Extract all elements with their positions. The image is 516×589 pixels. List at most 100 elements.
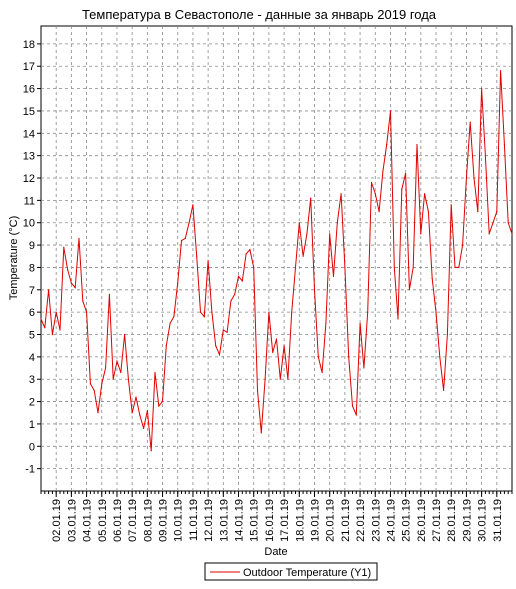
x-tick-label: 28.01.19 <box>446 499 458 542</box>
x-tick-label: 14.01.19 <box>234 499 246 542</box>
data-point <box>374 193 376 195</box>
data-point <box>108 293 110 295</box>
data-point <box>101 383 103 385</box>
x-axis-label: Date <box>264 546 287 558</box>
x-tick-label: 10.01.19 <box>173 499 185 542</box>
x-tick-label: 22.01.19 <box>355 499 367 542</box>
x-tick-label: 03.01.19 <box>66 499 78 542</box>
data-point <box>154 371 156 374</box>
data-point <box>416 143 418 146</box>
data-point <box>496 211 498 213</box>
x-tick-label: 08.01.19 <box>142 499 154 542</box>
data-point <box>150 450 152 452</box>
data-point <box>306 233 308 235</box>
data-point <box>169 322 171 324</box>
data-point <box>173 316 175 318</box>
y-tick-label: 11 <box>24 195 35 207</box>
x-tick-label: 04.01.19 <box>82 499 94 542</box>
data-point <box>363 367 365 369</box>
data-point <box>253 266 255 268</box>
data-point <box>469 121 471 123</box>
data-point <box>465 177 467 179</box>
x-tick-label: 13.01.19 <box>218 499 230 542</box>
data-point <box>389 110 392 112</box>
data-point <box>344 266 346 268</box>
data-point <box>477 211 479 213</box>
data-point <box>203 316 205 318</box>
data-point <box>367 311 369 313</box>
data-point <box>245 253 247 255</box>
y-tick-label: -1 <box>25 464 35 476</box>
x-tick-label: 18.01.19 <box>294 499 306 542</box>
data-point <box>158 405 160 407</box>
data-point <box>458 266 460 268</box>
data-point <box>112 378 114 380</box>
data-point <box>302 255 304 257</box>
x-tick-label: 12.01.19 <box>203 499 215 542</box>
x-tick-label: 23.01.19 <box>370 499 382 542</box>
plot-frame <box>40 25 513 492</box>
data-point <box>124 333 126 336</box>
data-point <box>325 322 327 324</box>
data-point <box>435 311 437 313</box>
data-point <box>264 378 266 380</box>
y-tick-label: 1 <box>29 419 35 431</box>
data-point <box>310 197 312 199</box>
data-point <box>116 360 118 362</box>
data-point <box>146 409 148 412</box>
data-point <box>241 280 243 282</box>
data-point <box>70 282 72 284</box>
x-tick-label: 25.01.19 <box>401 499 413 542</box>
x-tick-label: 20.01.19 <box>325 499 337 542</box>
data-point <box>340 193 342 195</box>
data-point <box>226 331 228 333</box>
data-point <box>74 287 76 289</box>
data-point <box>484 155 486 157</box>
data-point <box>55 311 57 313</box>
data-point <box>317 356 319 358</box>
data-point <box>268 311 270 313</box>
data-point <box>424 193 426 195</box>
y-tick-label: 9 <box>29 240 35 252</box>
x-tick-label: 09.01.19 <box>158 499 170 542</box>
data-point <box>279 378 281 380</box>
y-tick-label: 18 <box>23 39 35 51</box>
data-point <box>237 275 240 277</box>
y-tick-label: 15 <box>23 106 35 118</box>
data-point <box>196 255 198 257</box>
data-point <box>488 233 490 235</box>
data-point <box>272 351 274 353</box>
y-tick-label: 12 <box>23 173 35 185</box>
data-point <box>120 371 122 374</box>
data-point <box>287 378 289 380</box>
data-point <box>97 412 99 414</box>
data-point <box>370 181 373 184</box>
data-point <box>184 237 186 239</box>
y-tick-label: 8 <box>29 262 35 274</box>
data-point <box>450 204 452 206</box>
x-tick-label: 02.01.19 <box>51 499 63 542</box>
data-point <box>427 211 429 213</box>
y-tick-label: 4 <box>29 352 35 364</box>
data-point <box>397 318 399 320</box>
data-point <box>44 327 46 329</box>
data-point <box>82 300 84 302</box>
data-point <box>207 260 209 262</box>
x-tick-label: 29.01.19 <box>461 499 473 542</box>
data-point <box>332 275 335 277</box>
data-point <box>500 70 502 72</box>
data-point <box>313 289 316 291</box>
y-tick-label: 2 <box>29 397 35 409</box>
data-point <box>462 244 464 246</box>
x-tick-label: 06.01.19 <box>112 499 124 542</box>
data-point <box>222 329 224 331</box>
x-tick-label: 05.01.19 <box>97 499 109 542</box>
x-tick-label: 30.01.19 <box>477 499 489 542</box>
data-point <box>382 170 384 172</box>
x-tick-label: 24.01.19 <box>385 499 397 542</box>
y-tick-label: 13 <box>23 151 35 163</box>
x-tick-label: 16.01.19 <box>264 499 276 542</box>
data-point <box>218 354 221 356</box>
